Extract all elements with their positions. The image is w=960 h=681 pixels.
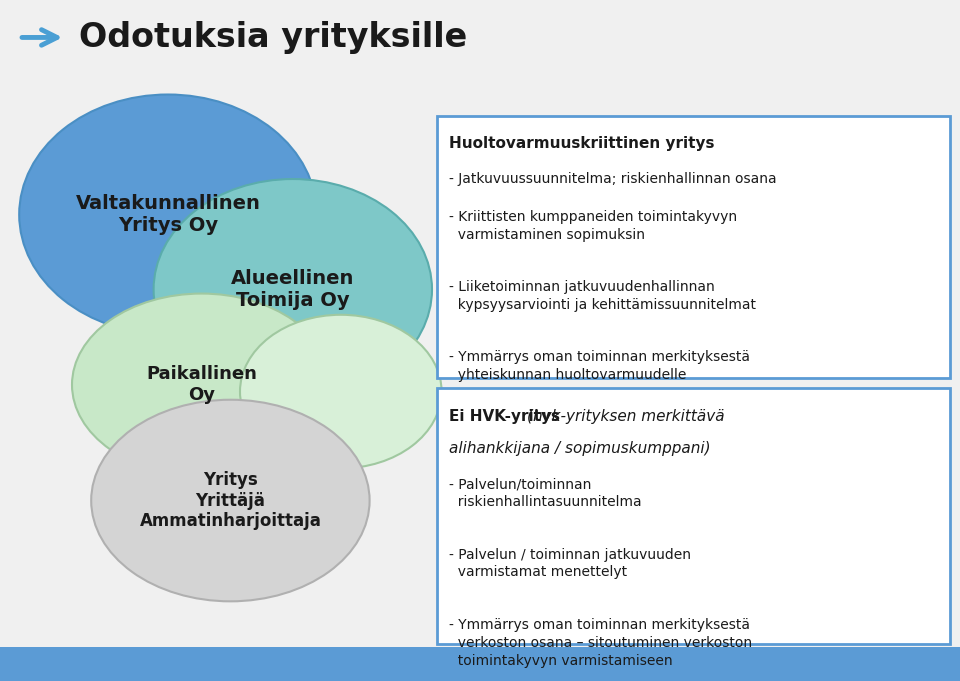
Ellipse shape	[91, 400, 370, 601]
Text: Huoltovarmuuskriittinen yritys: Huoltovarmuuskriittinen yritys	[449, 136, 715, 151]
FancyBboxPatch shape	[437, 388, 950, 644]
Text: - Kriittisten kumppaneiden toimintakyvyn
  varmistaminen sopimuksin: - Kriittisten kumppaneiden toimintakyvyn…	[449, 210, 737, 242]
Ellipse shape	[154, 179, 432, 400]
Text: alihankkijana / sopimuskumppani): alihankkijana / sopimuskumppani)	[449, 441, 711, 456]
Text: - Palvelun / toiminnan jatkuvuuden
  varmistamat menettelyt: - Palvelun / toiminnan jatkuvuuden varmi…	[449, 548, 691, 580]
Text: Ei HVK-yritys: Ei HVK-yritys	[449, 409, 565, 424]
Text: - Palvelun/toiminnan
  riskienhallintasuunnitelma: - Palvelun/toiminnan riskienhallintasuun…	[449, 477, 642, 509]
Text: Yritys
Yrittäjä
Ammatinharjoittaja: Yritys Yrittäjä Ammatinharjoittaja	[139, 471, 322, 530]
Text: (hvk-yrityksen merkittävä: (hvk-yrityksen merkittävä	[527, 409, 725, 424]
Text: Valtakunnallinen
Yritys Oy: Valtakunnallinen Yritys Oy	[76, 194, 260, 235]
Text: Odotuksia yrityksille: Odotuksia yrityksille	[79, 21, 467, 54]
Ellipse shape	[72, 294, 331, 476]
Ellipse shape	[19, 95, 317, 334]
FancyBboxPatch shape	[0, 647, 960, 681]
Text: - Liiketoiminnan jatkuvuudenhallinnan
  kypsyysarviointi ja kehittämissuunnitelm: - Liiketoiminnan jatkuvuudenhallinnan ky…	[449, 280, 756, 312]
Text: Paikallinen
Oy: Paikallinen Oy	[146, 366, 257, 404]
Text: - Ymmärrys oman toiminnan merkityksestä
  verkoston osana – sitoutuminen verkost: - Ymmärrys oman toiminnan merkityksestä …	[449, 618, 753, 667]
FancyBboxPatch shape	[437, 116, 950, 378]
Ellipse shape	[240, 315, 442, 469]
Text: - Jatkuvuussuunnitelma; riskienhallinnan osana: - Jatkuvuussuunnitelma; riskienhallinnan…	[449, 172, 777, 186]
Text: - Ymmärrys oman toiminnan merkityksestä
  yhteiskunnan huoltovarmuudelle: - Ymmärrys oman toiminnan merkityksestä …	[449, 350, 751, 382]
Text: Alueellinen
Toimija Oy: Alueellinen Toimija Oy	[231, 269, 354, 310]
